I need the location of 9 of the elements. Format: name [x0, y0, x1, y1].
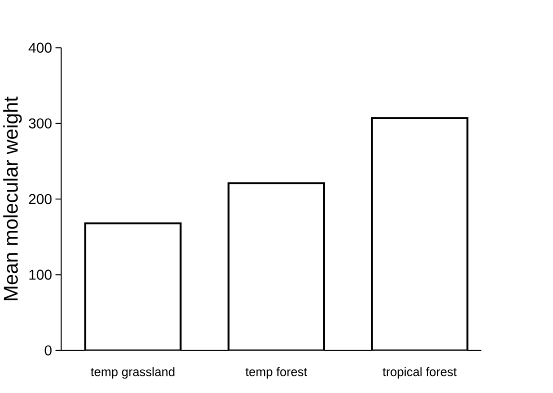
- y-tick-label: 300: [28, 118, 52, 128]
- y-axis-title: Mean molecular weight: [3, 96, 22, 300]
- x-tick-label: temp grassland: [90, 366, 174, 378]
- y-tick-label: 400: [28, 42, 52, 53]
- x-tick-label: temp forest: [246, 366, 308, 378]
- y-tick-label: 0: [44, 345, 52, 356]
- y-tick-label: 100: [29, 270, 52, 280]
- y-tick-label: 200: [29, 194, 52, 204]
- x-tick-label: tropical forest: [382, 366, 457, 378]
